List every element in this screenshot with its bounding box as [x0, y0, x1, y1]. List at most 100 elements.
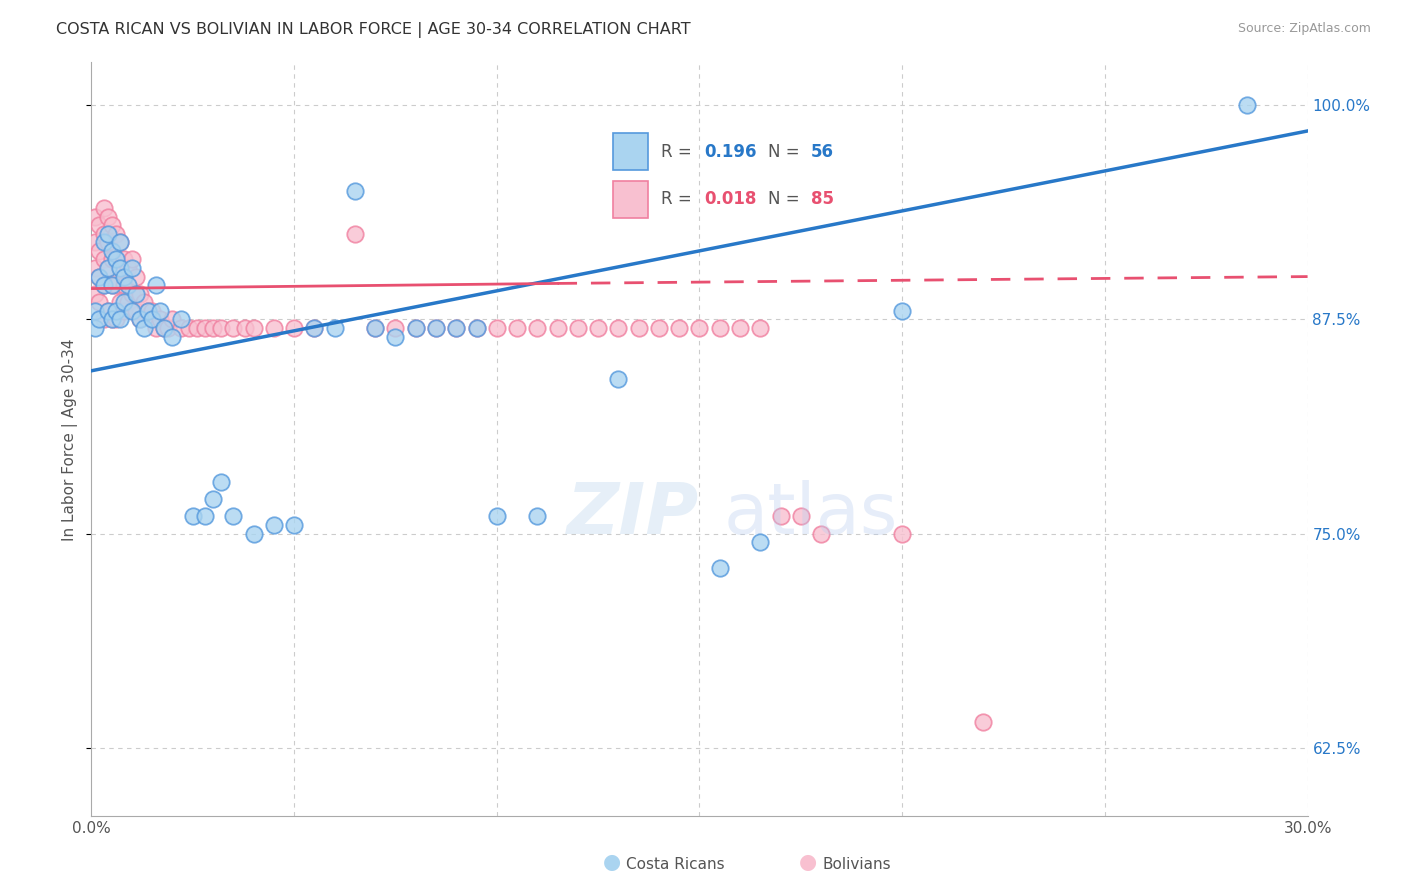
Point: [149, 303, 172, 318]
Point: [108, 312, 131, 326]
Point: [100, 252, 122, 267]
Point: [263, 321, 285, 335]
Point: [283, 518, 305, 533]
Point: [222, 509, 245, 524]
Text: 85: 85: [811, 190, 834, 208]
Point: [1236, 98, 1258, 112]
Point: [100, 218, 122, 232]
Point: [104, 252, 127, 267]
Point: [749, 321, 772, 335]
Point: [790, 509, 813, 524]
Point: [97, 260, 120, 275]
Point: [112, 295, 135, 310]
Point: [283, 321, 305, 335]
Point: [263, 518, 285, 533]
Point: [364, 321, 387, 335]
Point: [972, 714, 994, 729]
Point: [162, 329, 184, 343]
Point: [242, 321, 264, 335]
Text: ●: ●: [603, 853, 620, 872]
Point: [112, 303, 135, 318]
Text: N =: N =: [768, 143, 806, 161]
Point: [89, 218, 111, 232]
Point: [526, 509, 548, 524]
Point: [97, 303, 120, 318]
Point: [709, 321, 731, 335]
Point: [343, 184, 366, 198]
Point: [157, 321, 180, 335]
Text: 56: 56: [811, 143, 834, 161]
Point: [304, 321, 326, 335]
Point: [100, 278, 122, 293]
Point: [222, 321, 245, 335]
Point: [93, 278, 115, 293]
Text: Costa Ricans: Costa Ricans: [626, 857, 724, 872]
Point: [93, 312, 115, 326]
Point: [444, 321, 467, 335]
Point: [112, 269, 135, 284]
Point: [485, 509, 508, 524]
Text: Bolivians: Bolivians: [823, 857, 891, 872]
Point: [567, 321, 589, 335]
Point: [121, 303, 143, 318]
Point: [100, 312, 122, 326]
Point: [97, 303, 120, 318]
Point: [141, 312, 163, 326]
Point: [425, 321, 447, 335]
Point: [97, 227, 120, 241]
Bar: [613, 133, 648, 170]
Point: [145, 321, 167, 335]
Point: [112, 252, 135, 267]
Point: [136, 303, 159, 318]
Point: [125, 286, 148, 301]
Point: [93, 201, 115, 215]
Point: [125, 303, 148, 318]
Point: [89, 244, 111, 258]
Point: [304, 321, 326, 335]
Text: COSTA RICAN VS BOLIVIAN IN LABOR FORCE | AGE 30-34 CORRELATION CHART: COSTA RICAN VS BOLIVIAN IN LABOR FORCE |…: [56, 22, 690, 38]
Point: [97, 260, 120, 275]
Point: [89, 269, 111, 284]
Point: [405, 321, 427, 335]
Point: [202, 492, 225, 507]
Point: [242, 526, 264, 541]
Point: [202, 321, 225, 335]
Point: [97, 210, 120, 224]
Point: [100, 278, 122, 293]
Point: [194, 509, 217, 524]
Point: [323, 321, 346, 335]
Text: R =: R =: [661, 190, 697, 208]
Point: [526, 321, 548, 335]
Point: [627, 321, 650, 335]
Point: [186, 321, 208, 335]
Point: [97, 235, 120, 250]
Point: [145, 278, 167, 293]
Point: [104, 303, 127, 318]
Point: [100, 312, 122, 326]
Point: [749, 535, 772, 549]
Point: [104, 252, 127, 267]
Point: [153, 321, 176, 335]
Point: [769, 509, 792, 524]
Point: [485, 321, 508, 335]
Point: [547, 321, 569, 335]
Point: [668, 321, 690, 335]
Point: [177, 321, 200, 335]
Text: Source: ZipAtlas.com: Source: ZipAtlas.com: [1237, 22, 1371, 36]
Point: [162, 312, 184, 326]
Point: [891, 303, 914, 318]
Point: [194, 321, 217, 335]
Point: [125, 269, 148, 284]
Point: [586, 321, 609, 335]
Point: [117, 278, 139, 293]
Point: [117, 295, 139, 310]
Text: R =: R =: [661, 143, 697, 161]
Point: [169, 312, 191, 326]
Point: [364, 321, 387, 335]
Point: [129, 312, 152, 326]
Point: [169, 321, 191, 335]
Point: [153, 321, 176, 335]
Point: [648, 321, 671, 335]
Text: 0.196: 0.196: [704, 143, 756, 161]
Text: ●: ●: [800, 853, 817, 872]
